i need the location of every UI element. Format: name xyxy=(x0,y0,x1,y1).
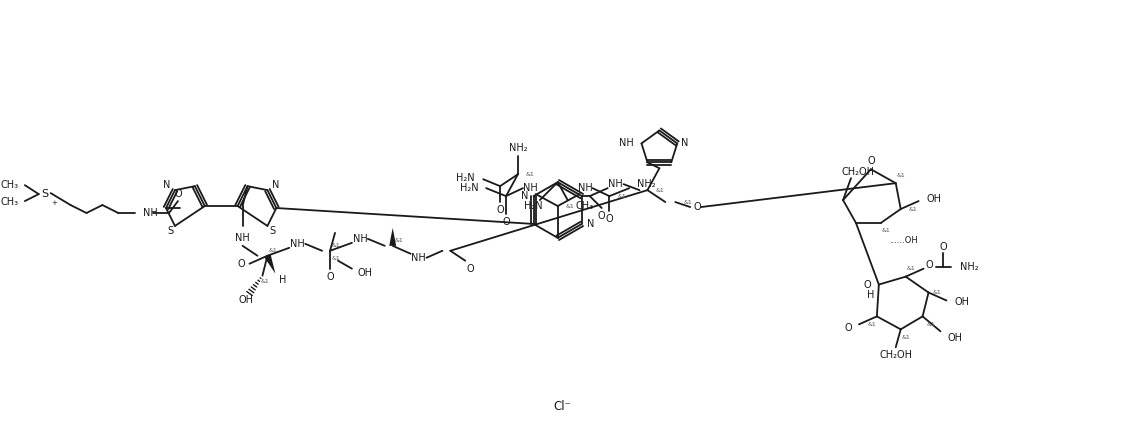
Text: CH₂OH: CH₂OH xyxy=(879,350,912,360)
Text: OH: OH xyxy=(926,194,941,204)
Text: O: O xyxy=(940,242,947,252)
Text: &1: &1 xyxy=(270,248,278,253)
Text: NH: NH xyxy=(143,208,158,218)
Text: O: O xyxy=(238,259,246,269)
Text: H₂N: H₂N xyxy=(459,183,478,193)
Text: O: O xyxy=(466,264,474,274)
Text: &1: &1 xyxy=(618,194,626,198)
Text: N: N xyxy=(272,180,279,190)
Text: &1: &1 xyxy=(565,204,574,209)
Text: &1: &1 xyxy=(394,238,403,244)
Text: O: O xyxy=(693,202,701,212)
Text: &1: &1 xyxy=(932,290,941,295)
Text: S: S xyxy=(167,226,174,236)
Text: CH₃: CH₃ xyxy=(576,201,594,211)
Text: &1: &1 xyxy=(683,200,692,204)
Text: H₂N: H₂N xyxy=(523,201,542,211)
Text: &1: &1 xyxy=(882,228,890,233)
Text: N: N xyxy=(163,180,170,190)
Text: Cl⁻: Cl⁻ xyxy=(554,400,572,414)
Text: O: O xyxy=(926,260,933,270)
Text: S: S xyxy=(270,226,275,236)
Text: NH: NH xyxy=(353,234,368,244)
Text: O: O xyxy=(844,323,852,333)
Text: NH: NH xyxy=(290,239,305,249)
Text: N: N xyxy=(587,219,595,229)
Text: S: S xyxy=(41,189,48,199)
Text: O: O xyxy=(605,214,613,224)
Text: OH: OH xyxy=(238,295,254,306)
Text: &1: &1 xyxy=(262,279,270,284)
Text: CH₃: CH₃ xyxy=(1,197,19,207)
Text: OH: OH xyxy=(948,333,963,343)
Text: CH₂OH: CH₂OH xyxy=(842,167,875,177)
Text: CH₃: CH₃ xyxy=(1,180,19,190)
Text: O: O xyxy=(863,280,871,289)
Text: &1: &1 xyxy=(526,172,534,177)
Text: O: O xyxy=(174,189,182,199)
Text: H: H xyxy=(280,275,287,285)
Text: N: N xyxy=(521,191,529,201)
Text: ......OH: ......OH xyxy=(888,236,917,245)
Text: NH: NH xyxy=(411,253,426,263)
Text: &1: &1 xyxy=(907,266,915,271)
Text: OH: OH xyxy=(955,298,970,307)
Text: O: O xyxy=(598,211,605,221)
Text: &1: &1 xyxy=(331,256,340,261)
Text: &1: &1 xyxy=(331,243,340,248)
Text: NH₂: NH₂ xyxy=(637,179,656,189)
Text: NH: NH xyxy=(619,139,634,148)
Text: O: O xyxy=(867,156,875,166)
Polygon shape xyxy=(264,254,275,274)
Polygon shape xyxy=(389,228,396,246)
Text: O: O xyxy=(502,217,509,227)
Text: NH₂: NH₂ xyxy=(960,262,979,272)
Text: O: O xyxy=(327,272,333,282)
Text: N: N xyxy=(681,139,687,148)
Text: NH: NH xyxy=(609,179,624,189)
Text: H₂N: H₂N xyxy=(456,173,474,183)
Text: &1: &1 xyxy=(926,322,935,327)
Text: +: + xyxy=(51,200,57,206)
Text: NH: NH xyxy=(578,183,593,193)
Text: &1: &1 xyxy=(908,207,917,212)
Text: OH: OH xyxy=(357,268,373,278)
Text: &1: &1 xyxy=(896,173,906,178)
Text: H: H xyxy=(867,289,875,300)
Text: NH₂: NH₂ xyxy=(508,143,528,153)
Text: NH: NH xyxy=(523,183,537,193)
Text: &1: &1 xyxy=(901,335,910,340)
Text: &1: &1 xyxy=(868,322,876,327)
Text: NH: NH xyxy=(235,233,250,243)
Text: &1: &1 xyxy=(656,187,665,193)
Text: O: O xyxy=(497,205,504,215)
